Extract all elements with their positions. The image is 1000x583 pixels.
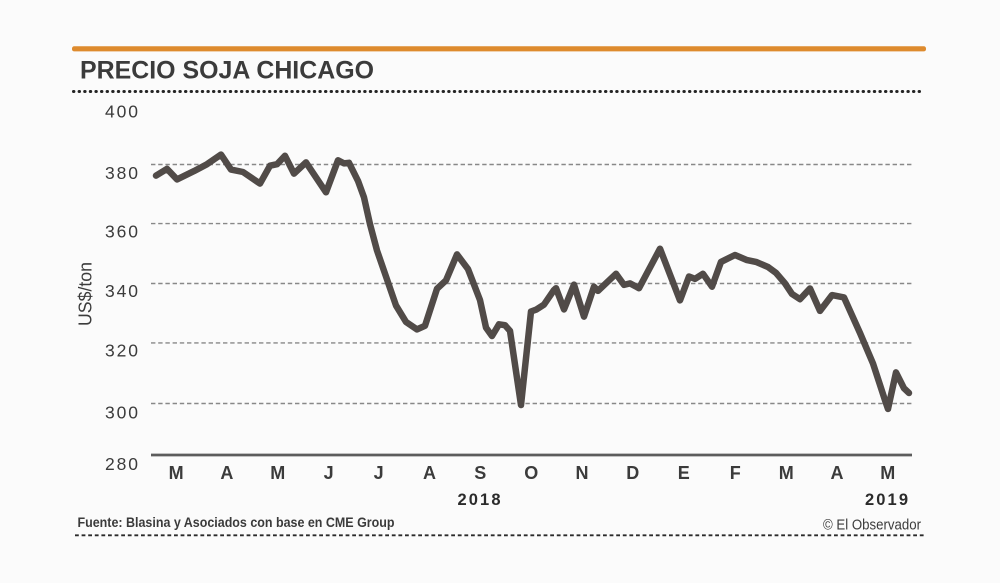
svg-text:A: A: [831, 463, 844, 483]
svg-text:J: J: [374, 463, 384, 483]
svg-text:300: 300: [105, 402, 138, 422]
svg-text:340: 340: [105, 281, 138, 301]
svg-text:O: O: [524, 463, 538, 483]
svg-text:N: N: [576, 463, 589, 483]
svg-text:320: 320: [105, 340, 138, 360]
svg-text:380: 380: [105, 163, 138, 183]
svg-text:280: 280: [105, 454, 138, 474]
svg-text:M: M: [270, 463, 285, 483]
svg-text:© El Observador: © El Observador: [823, 517, 921, 534]
svg-text:PRECIO SOJA CHICAGO: PRECIO SOJA CHICAGO: [80, 56, 374, 84]
svg-text:D: D: [626, 463, 639, 483]
svg-text:M: M: [880, 463, 895, 483]
svg-text:F: F: [730, 463, 741, 483]
svg-text:A: A: [423, 463, 436, 483]
svg-text:M: M: [169, 463, 184, 483]
svg-text:Fuente: Blasina y Asociados co: Fuente: Blasina y Asociados con base en …: [78, 515, 395, 531]
svg-text:360: 360: [105, 222, 138, 242]
svg-text:E: E: [678, 463, 690, 483]
svg-text:M: M: [779, 463, 794, 483]
svg-text:S: S: [474, 463, 486, 483]
svg-text:J: J: [324, 463, 334, 483]
svg-text:A: A: [220, 463, 233, 483]
svg-text:US$/ton: US$/ton: [76, 262, 96, 326]
svg-text:400: 400: [105, 102, 138, 122]
